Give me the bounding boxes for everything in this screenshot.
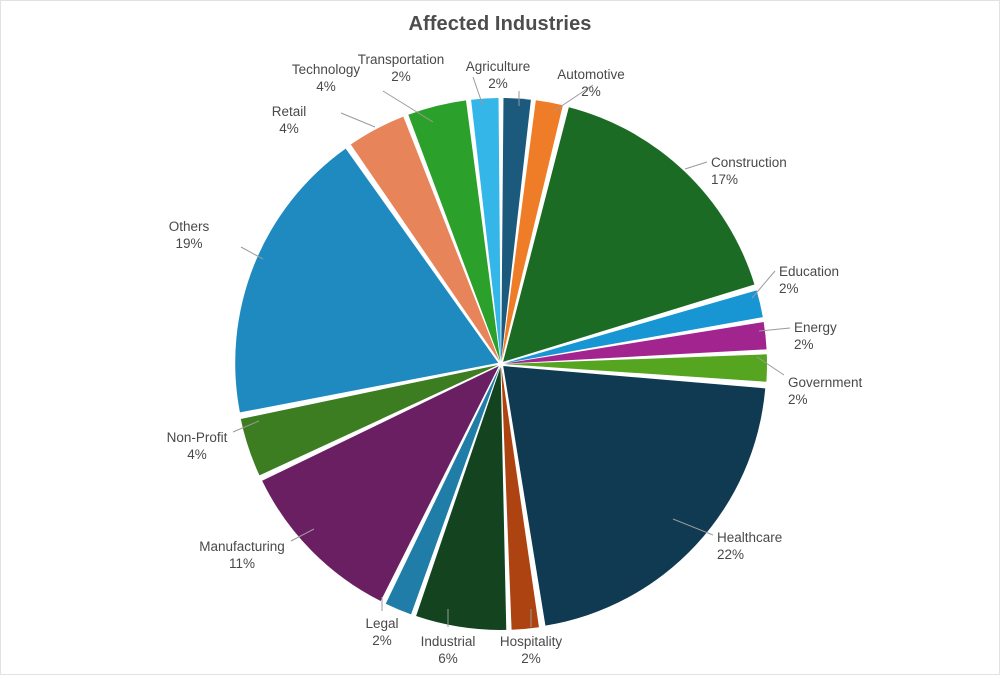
pie-label-name: Industrial (420, 634, 476, 649)
leader-line (472, 76, 484, 107)
pie-label-name: Energy (794, 320, 837, 335)
pie-label-name: Healthcare (717, 530, 783, 545)
pie-label-healthcare: Healthcare 22% (717, 529, 782, 564)
leader-line (758, 327, 791, 332)
leader-lines (232, 76, 791, 627)
leader-line (684, 161, 708, 170)
pie-label-hospitality: Hospitality 2% (500, 633, 562, 668)
pie-label-percent: 2% (521, 651, 541, 667)
pie-label-name: Non-Profit (166, 430, 228, 445)
pie-label-name: Government (788, 375, 863, 390)
pie-label-education: Education 2% (779, 263, 839, 298)
pie-label-government: Government 2% (788, 374, 862, 409)
pie-label-retail: Retail 4% (272, 103, 307, 138)
pie-slice[interactable] (503, 322, 767, 364)
leader-line (672, 518, 714, 536)
pie-slice[interactable] (235, 148, 499, 413)
pie-slice[interactable] (501, 100, 563, 362)
pie-label-name: Construction (711, 155, 787, 170)
leader-line (340, 112, 376, 128)
pie-slice[interactable] (350, 116, 500, 362)
pie-label-percent: 17% (711, 172, 739, 188)
pie-label-technology: Technology 4% (292, 61, 360, 96)
pie-label-percent: 2% (581, 84, 601, 100)
pie-label-energy: Energy 2% (794, 319, 837, 354)
pie-slice[interactable] (408, 100, 501, 362)
pie-label-name: Legal (365, 616, 399, 631)
pie-label-percent: 22% (717, 547, 745, 563)
pie-label-percent: 2% (391, 69, 411, 85)
leader-line (240, 246, 264, 260)
pie-label-legal: Legal 2% (365, 615, 398, 650)
pie-slice[interactable] (503, 366, 766, 626)
pie-label-name: Manufacturing (199, 539, 285, 554)
pie-label-percent: 2% (488, 76, 508, 92)
pie-label-name: Agriculture (465, 59, 531, 74)
pie-label-name: Technology (291, 62, 361, 77)
pie-label-non-profit: Non-Profit 4% (167, 429, 228, 464)
pie-slice[interactable] (503, 290, 763, 364)
leader-line (751, 270, 776, 299)
pie-slice[interactable] (501, 98, 531, 362)
pie-label-percent: 6% (438, 651, 458, 667)
pie-label-transportation: Transportation 2% (358, 51, 445, 86)
pie-slices (235, 98, 767, 630)
pie-label-percent: 4% (279, 121, 299, 137)
pie-label-percent: 4% (187, 447, 207, 463)
leader-line (756, 356, 785, 376)
leader-line (290, 528, 315, 542)
pie-label-manufacturing: Manufacturing 11% (199, 538, 285, 573)
pie-label-percent: 2% (779, 281, 799, 297)
pie-slice[interactable] (503, 107, 755, 362)
pie-label-name: Automotive (557, 67, 625, 82)
pie-label-name: Retail (271, 104, 307, 119)
pie-slice[interactable] (385, 366, 500, 615)
pie-slice[interactable] (501, 366, 539, 630)
chart-title: Affected Industries (408, 13, 592, 35)
pie-label-percent: 2% (794, 337, 814, 353)
pie-slice[interactable] (504, 354, 767, 382)
pie-label-percent: 11% (228, 556, 256, 572)
pie-label-name: Transportation (357, 52, 445, 67)
pie-label-name: Education (779, 264, 840, 279)
leader-line (553, 84, 594, 112)
pie-label-construction: Construction 17% (711, 154, 787, 189)
pie-label-percent: 2% (372, 633, 392, 649)
pie-slice[interactable] (240, 364, 499, 476)
pie-slice[interactable] (262, 366, 499, 602)
pie-label-industrial: Industrial 6% (421, 633, 476, 668)
leader-line (232, 420, 260, 433)
pie-label-percent: 2% (788, 392, 808, 408)
pie-label-percent: 4% (316, 79, 336, 95)
pie-slice[interactable] (471, 98, 501, 362)
pie-slice[interactable] (416, 366, 507, 630)
pie-label-agriculture: Agriculture 2% (466, 58, 531, 93)
leader-line (382, 90, 434, 123)
pie-label-others: Others 19% (169, 218, 210, 253)
pie-label-percent: 19% (175, 236, 203, 252)
pie-label-name: Others (168, 219, 210, 234)
pie-label-automotive: Automotive 2% (557, 66, 625, 101)
pie-label-name: Hospitality (499, 634, 563, 649)
